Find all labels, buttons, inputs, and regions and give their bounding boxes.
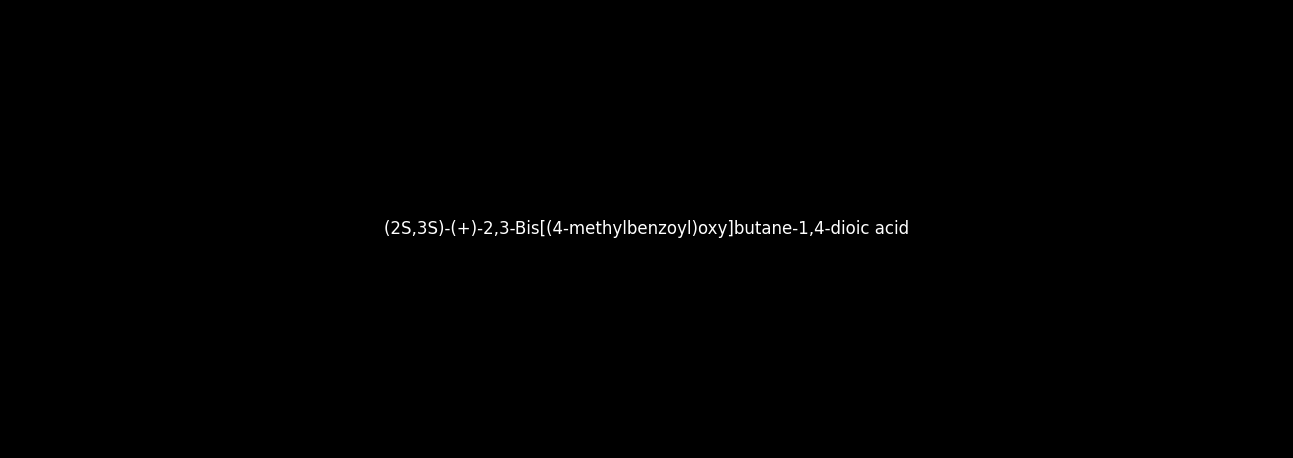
Text: (2S,3S)-(+)-2,3-Bis[(4-methylbenzoyl)oxy]butane-1,4-dioic acid: (2S,3S)-(+)-2,3-Bis[(4-methylbenzoyl)oxy…: [384, 220, 909, 238]
